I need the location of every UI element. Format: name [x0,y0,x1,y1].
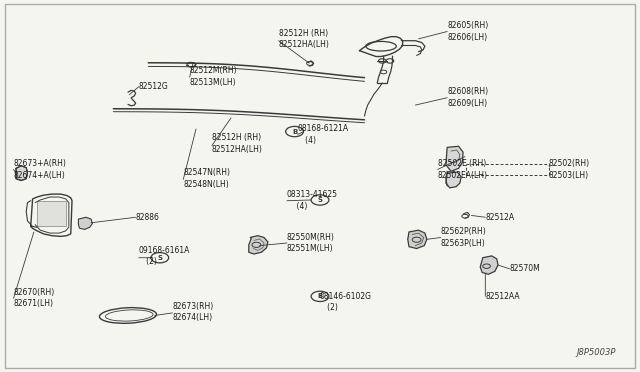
Text: 08146-6102G
   (2): 08146-6102G (2) [320,292,372,312]
Text: S: S [157,255,163,261]
Polygon shape [78,217,92,230]
Text: 82512H (RH)
82512HA(LH): 82512H (RH) 82512HA(LH) [278,29,330,49]
Text: 82512H (RH)
82512HA(LH): 82512H (RH) 82512HA(LH) [212,134,263,154]
Text: 09168-6161A
   (2): 09168-6161A (2) [139,246,190,266]
Text: 82673(RH)
82674(LH): 82673(RH) 82674(LH) [173,302,214,322]
Text: 82547N(RH)
82548N(LH): 82547N(RH) 82548N(LH) [183,169,230,189]
Text: 82512A: 82512A [485,213,515,222]
Text: 82608(RH)
82609(LH): 82608(RH) 82609(LH) [447,87,488,108]
Text: B: B [317,294,323,299]
Text: 82570M: 82570M [509,264,540,273]
Text: 82512M(RH)
82513M(LH): 82512M(RH) 82513M(LH) [189,66,237,87]
Polygon shape [408,230,427,248]
Text: 82512G: 82512G [139,82,168,91]
Text: 08168-6121A
   (4): 08168-6121A (4) [298,124,349,145]
Polygon shape [37,201,66,227]
Text: 82605(RH)
82606(LH): 82605(RH) 82606(LH) [447,21,488,42]
Polygon shape [16,166,28,180]
Text: B: B [292,129,297,135]
Polygon shape [480,256,498,274]
Polygon shape [446,146,463,171]
Text: 82512AA: 82512AA [485,292,520,301]
Text: 82550M(RH)
82551M(LH): 82550M(RH) 82551M(LH) [287,233,335,253]
Text: 82673+A(RH)
82674+A(LH): 82673+A(RH) 82674+A(LH) [13,159,67,180]
Text: 08313-41625
    (4): 08313-41625 (4) [287,190,338,211]
Text: 82562P(RH)
82563P(LH): 82562P(RH) 82563P(LH) [441,227,486,248]
Text: 82886: 82886 [136,213,159,222]
Polygon shape [446,172,461,188]
Text: J8P5003P: J8P5003P [576,348,616,357]
Text: 82502E (RH)
82502EA(LH): 82502E (RH) 82502EA(LH) [438,159,488,180]
Polygon shape [249,235,268,254]
Text: 82502(RH)
82503(LH): 82502(RH) 82503(LH) [549,159,590,180]
Text: S: S [317,197,323,203]
Text: 82670(RH)
82671(LH): 82670(RH) 82671(LH) [13,288,55,308]
